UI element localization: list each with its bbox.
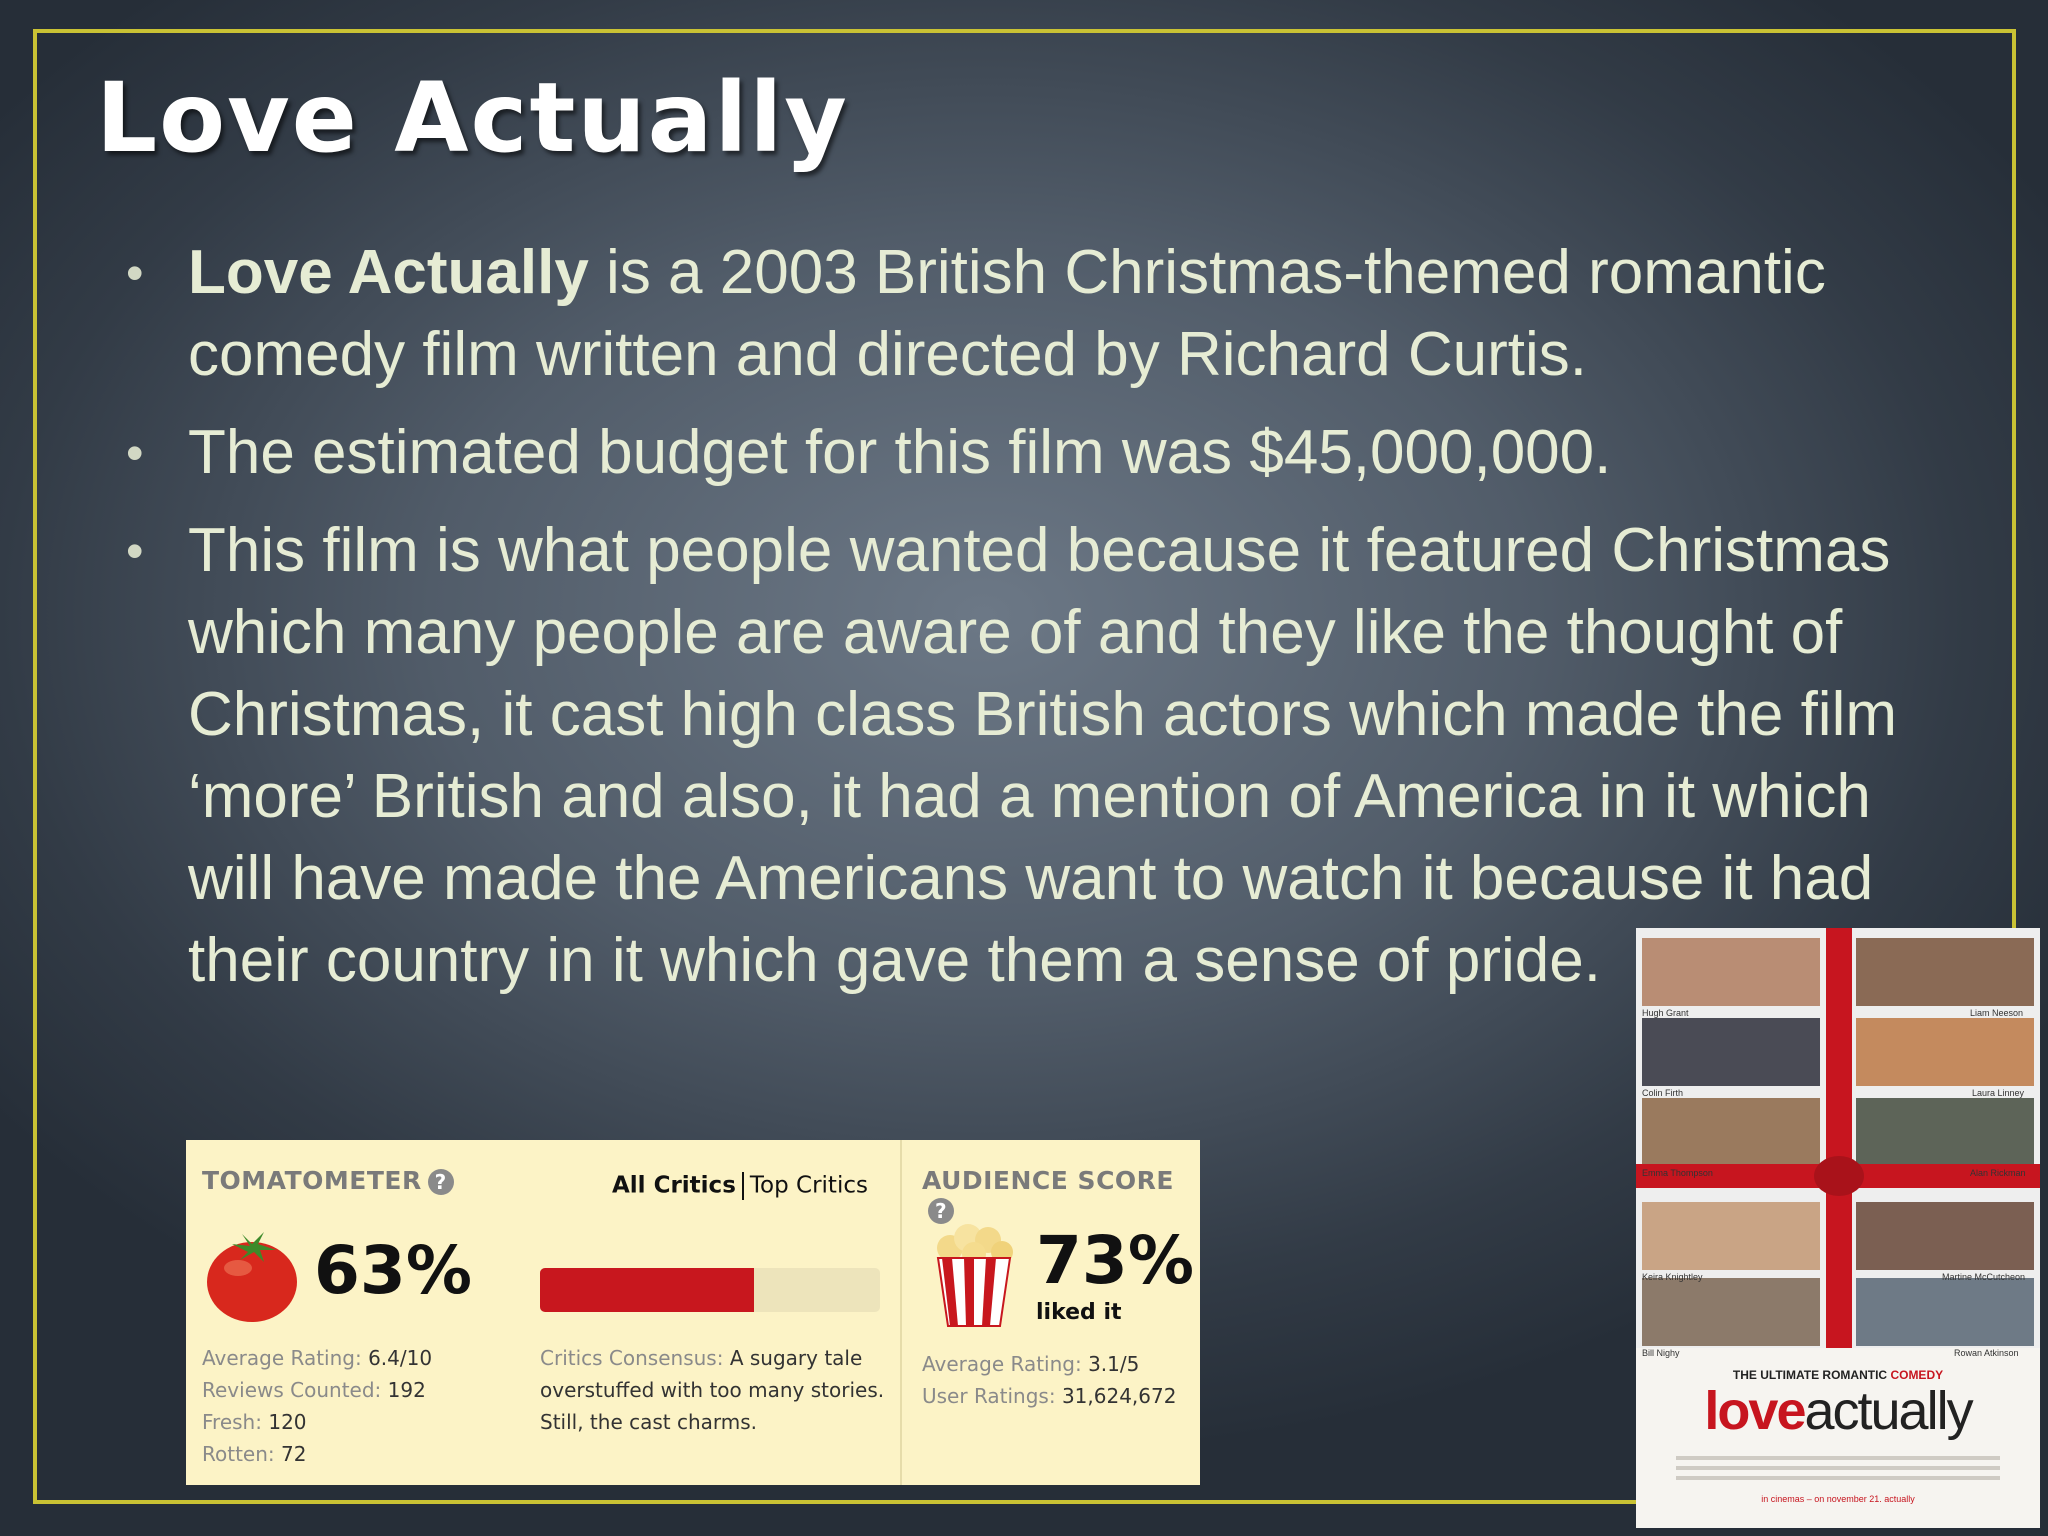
avg-rating-value: 6.4/10	[368, 1346, 433, 1370]
aud-avg-label: Average Rating:	[922, 1352, 1082, 1376]
rotten-tomatoes-panel: TOMATOMETER? All Critics Top Critics 63% …	[186, 1140, 1200, 1485]
slide-title: Love Actually	[96, 62, 849, 174]
poster-logo-love: love	[1704, 1381, 1806, 1441]
rotten-value: 72	[281, 1442, 307, 1466]
user-ratings-value: 31,624,672	[1061, 1384, 1177, 1408]
audience-label: AUDIENCE SCORE	[922, 1166, 1174, 1195]
poster-name: Hugh Grant	[1642, 1008, 1689, 1018]
poster-tagline-b: COMEDY	[1890, 1368, 1944, 1382]
poster-ribbon-vertical	[1826, 928, 1852, 1348]
poster-photo	[1856, 1278, 2034, 1346]
poster-name: Emma Thompson	[1642, 1168, 1713, 1178]
bullet-icon: •	[126, 245, 144, 301]
poster-photo	[1856, 1202, 2034, 1270]
audience-score: 73%	[1036, 1222, 1194, 1299]
user-ratings-label: User Ratings:	[922, 1384, 1056, 1408]
reviews-value: 192	[387, 1378, 426, 1402]
poster-name: Bill Nighy	[1642, 1348, 1680, 1358]
poster-photo	[1856, 1098, 2034, 1166]
consensus-text: A sugary tale overstuffed with too many …	[540, 1346, 885, 1434]
poster-name: Keira Knightley	[1642, 1272, 1703, 1282]
poster-photo	[1642, 1098, 1820, 1166]
poster-photo	[1642, 1278, 1820, 1346]
tab-top-critics[interactable]: Top Critics	[749, 1172, 868, 1199]
tomato-icon	[207, 1232, 297, 1322]
bullet-list: • Love Actually is a 2003 British Christm…	[126, 232, 1946, 1018]
poster-logo-actually: actually	[1804, 1381, 1973, 1441]
bullet-icon: •	[126, 425, 144, 481]
poster-footer: in cinemas – on november 21. actually	[1761, 1494, 1915, 1504]
critic-stats: Average Rating: 6.4/10 Reviews Counted: …	[202, 1342, 432, 1470]
slide-frame	[33, 29, 2016, 1504]
poster-logo: loveactually	[1636, 1380, 2040, 1442]
bullet-text: The estimated budget for this film was $…	[188, 418, 1612, 487]
poster-credits-line	[1676, 1456, 2000, 1460]
poster-photo-grid: Hugh Grant Liam Neeson Colin Firth Laura…	[1636, 928, 2040, 1358]
reviews-label: Reviews Counted:	[202, 1378, 382, 1402]
popcorn-icon	[936, 1224, 1013, 1327]
poster-name: Colin Firth	[1642, 1088, 1684, 1098]
bullet-icon: •	[126, 523, 144, 579]
bullet-item: • This film is what people wanted because…	[126, 510, 1946, 1002]
tomatometer-label: TOMATOMETER	[202, 1166, 422, 1195]
aud-avg-value: 3.1/5	[1088, 1352, 1140, 1376]
poster-tagline: THE ULTIMATE ROMANTIC COMEDY	[1636, 1368, 2040, 1382]
poster-name: Liam Neeson	[1970, 1008, 2024, 1018]
poster-name: Martine McCutcheon	[1942, 1272, 2026, 1282]
help-icon[interactable]: ?	[427, 1169, 454, 1195]
bullet-item: • The estimated budget for this film was …	[126, 412, 1946, 494]
poster-credits-line	[1676, 1476, 2000, 1480]
poster-bow	[1814, 1156, 1864, 1196]
tab-all-critics[interactable]: All Critics	[612, 1172, 736, 1199]
poster-photo	[1642, 938, 1820, 1006]
poster-credits-line	[1676, 1466, 2000, 1470]
fresh-value: 120	[268, 1410, 307, 1434]
bullet-bold: Love Actually	[188, 238, 589, 307]
critics-tabs: All Critics Top Critics	[612, 1172, 868, 1200]
poster-name: Alan Rickman	[1970, 1168, 2026, 1178]
tab-divider	[741, 1172, 744, 1200]
liked-it-label: liked it	[1036, 1300, 1122, 1325]
bullet-text: is a 2003 British Christmas-themed roman…	[188, 238, 1826, 389]
tomatometer-bar-fill	[540, 1268, 755, 1312]
audience-header: AUDIENCE SCORE?	[922, 1166, 1200, 1224]
panel-divider	[900, 1140, 902, 1485]
fresh-label: Fresh:	[202, 1410, 262, 1434]
poster-photo	[1642, 1202, 1820, 1270]
movie-poster: Hugh Grant Liam Neeson Colin Firth Laura…	[1636, 928, 2040, 1528]
audience-stats: Average Rating: 3.1/5 User Ratings: 31,6…	[922, 1348, 1176, 1412]
avg-rating-label: Average Rating:	[202, 1346, 362, 1370]
poster-photo	[1856, 938, 2034, 1006]
help-icon[interactable]: ?	[928, 1198, 954, 1224]
tomatometer-bar	[540, 1268, 880, 1312]
rotten-label: Rotten:	[202, 1442, 275, 1466]
poster-name: Rowan Atkinson	[1954, 1348, 2019, 1358]
bullet-text: This film is what people wanted because …	[188, 516, 1897, 995]
poster-photo	[1856, 1018, 2034, 1086]
tomatometer-score: 63%	[314, 1232, 472, 1309]
poster-photo	[1642, 1018, 1820, 1086]
critics-consensus: Critics Consensus: A sugary tale overstu…	[540, 1342, 890, 1438]
consensus-label: Critics Consensus:	[540, 1346, 724, 1370]
poster-name: Laura Linney	[1972, 1088, 2025, 1098]
poster-tagline-a: THE ULTIMATE ROMANTIC	[1732, 1368, 1891, 1382]
tomatometer-header: TOMATOMETER?	[202, 1166, 454, 1195]
bullet-item: • Love Actually is a 2003 British Christm…	[126, 232, 1946, 396]
